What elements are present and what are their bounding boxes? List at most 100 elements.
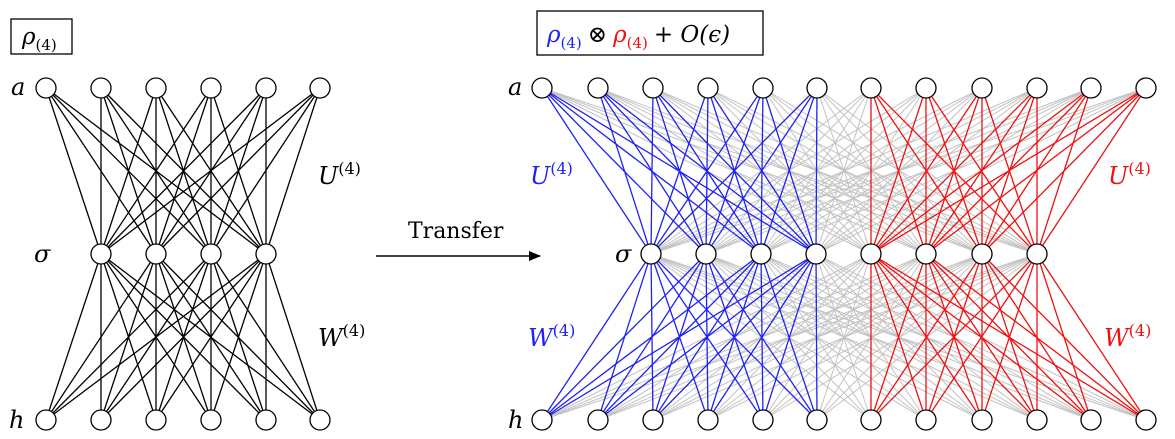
left-box-subscript: (4): [36, 36, 57, 54]
left-edge: [100, 253, 321, 421]
right-top-node: [531, 77, 553, 99]
right-middle-node: [640, 243, 662, 265]
left-edge: [155, 87, 321, 255]
left-edge: [45, 87, 102, 255]
right-red-edge: [981, 253, 1147, 421]
right-bottom-layer-label: h: [508, 406, 523, 434]
left-middle-node: [90, 243, 112, 265]
svg-text:ρ(4): ρ(4): [21, 24, 57, 54]
left-edge: [100, 87, 212, 255]
right-blue-edge: [650, 253, 654, 421]
right-red-edge: [870, 87, 1092, 255]
right-top-node: [642, 77, 664, 99]
left-top-node: [145, 77, 167, 99]
left-edge: [100, 253, 157, 421]
right-top-node: [806, 77, 828, 99]
right-lower-left-weight-label: W(4): [528, 321, 575, 352]
right-middle-node: [695, 243, 717, 265]
right-upper-right-weight-label: U(4): [1108, 159, 1151, 190]
right-blue-edge: [541, 87, 652, 255]
right-bottom-node: [642, 409, 664, 431]
right-middle-node: [1026, 243, 1048, 265]
right-network-blue-edges: [541, 87, 818, 421]
right-blue-edge: [650, 87, 818, 255]
right-bottom-node: [697, 409, 719, 431]
left-top-layer-label: a: [11, 73, 25, 101]
right-network-red-edges: [870, 87, 1147, 421]
right-blue-edge: [760, 253, 818, 421]
right-top-node: [587, 77, 609, 99]
right-blue-edge: [597, 87, 652, 255]
right-middle-node: [805, 243, 827, 265]
right-red-edge: [870, 253, 1092, 421]
left-middle-node: [255, 243, 277, 265]
left-bottom-layer-label: h: [9, 406, 24, 434]
right-upper-left-weight-label: U(4): [530, 159, 573, 190]
right-top-node: [915, 77, 937, 99]
right-bottom-node: [1080, 409, 1102, 431]
left-edge: [265, 87, 321, 255]
right-blue-edge: [541, 253, 652, 421]
right-red-edge: [870, 253, 1147, 421]
right-lower-right-weight-label: W(4): [1104, 321, 1151, 352]
left-network-edges: [45, 87, 321, 421]
right-red-edge: [1036, 87, 1147, 255]
right-blue-edge: [597, 253, 652, 421]
network-nodes: [35, 77, 1157, 431]
right-bottom-node: [915, 409, 937, 431]
right-blue-edge: [650, 87, 764, 255]
right-middle-node: [915, 243, 937, 265]
left-edge: [210, 253, 321, 421]
left-edge: [100, 253, 212, 421]
right-bottom-node: [1135, 409, 1157, 431]
right-red-edge: [870, 87, 1147, 255]
left-edge: [100, 87, 267, 255]
transfer-label: Transfer: [408, 219, 504, 244]
right-blue-edge: [650, 87, 709, 255]
right-representation-box: ρ(4) ⊗ ρ(4) + O(ϵ): [536, 10, 764, 56]
left-representation-box: ρ(4): [10, 18, 73, 55]
left-middle-layer-label: σ: [34, 240, 51, 268]
right-bottom-node: [1026, 409, 1048, 431]
left-box-rho: ρ: [21, 24, 36, 50]
left-bottom-node: [309, 409, 331, 431]
right-middle-node: [750, 243, 772, 265]
right-blue-edge: [760, 87, 818, 255]
right-red-edge: [925, 253, 1147, 421]
right-red-edge: [870, 253, 1038, 421]
right-red-edge: [925, 87, 1147, 255]
right-box-rho-red: ρ: [612, 22, 627, 48]
right-top-layer-label: a: [508, 73, 522, 101]
right-blue-edge: [650, 253, 709, 421]
right-box-rho-blue: ρ: [546, 22, 561, 48]
right-bottom-node: [806, 409, 828, 431]
right-blue-edge: [650, 253, 818, 421]
right-top-node: [860, 77, 882, 99]
right-blue-edge: [815, 87, 818, 255]
right-middle-layer-label: σ: [615, 240, 632, 268]
right-top-node: [1080, 77, 1102, 99]
right-top-node: [1026, 77, 1048, 99]
right-red-edge: [870, 87, 1038, 255]
right-top-node: [752, 77, 774, 99]
right-top-node: [697, 77, 719, 99]
left-bottom-node: [145, 409, 167, 431]
right-blue-edge: [650, 87, 654, 255]
left-edge: [45, 253, 102, 421]
left-middle-node: [145, 243, 167, 265]
right-blue-edge: [705, 87, 818, 255]
right-network-cross-edges: [541, 87, 1147, 421]
right-blue-edge: [650, 253, 764, 421]
left-top-node: [35, 77, 57, 99]
left-edge: [100, 87, 157, 255]
left-top-node: [255, 77, 277, 99]
left-top-node: [309, 77, 331, 99]
right-bottom-node: [531, 409, 553, 431]
right-top-node: [1135, 77, 1157, 99]
right-blue-edge: [815, 253, 818, 421]
left-bottom-node: [255, 409, 277, 431]
right-red-edge: [981, 87, 1147, 255]
right-red-edge: [870, 87, 927, 255]
right-box-otimes: ⊗: [588, 22, 607, 48]
